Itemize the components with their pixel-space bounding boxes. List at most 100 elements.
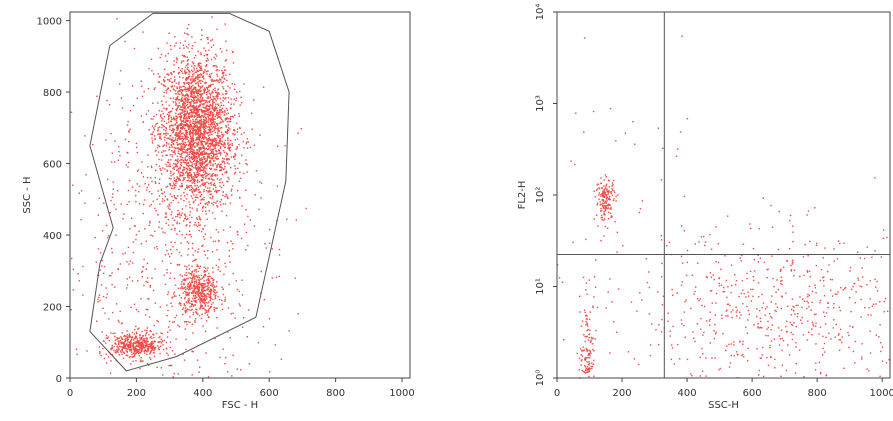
event-point [215,186,217,189]
event-point [196,142,198,144]
event-point [585,358,587,360]
event-point [194,111,196,114]
event-point [672,294,674,296]
event-point [168,320,171,323]
event-point [855,291,857,293]
event-point [183,200,185,202]
event-point [224,78,226,80]
event-point [585,324,587,326]
event-point [186,193,188,196]
event-point [699,356,701,358]
event-point [229,226,231,228]
event-point [836,258,839,260]
event-point [192,181,194,183]
event-point [192,260,194,262]
event-point [709,342,711,344]
event-point [177,209,179,212]
event-point [149,353,151,355]
event-point [191,100,194,102]
event-point [587,371,589,373]
event-point [757,327,759,329]
event-point [171,150,173,152]
event-point [208,177,210,180]
event-point [211,133,213,136]
event-point [210,168,212,170]
event-point [158,226,160,228]
event-point [174,241,176,244]
event-point [673,363,676,365]
event-point [585,289,587,291]
event-point [194,107,196,109]
event-point [204,112,207,114]
event-point [151,344,153,346]
event-point [883,311,886,313]
event-point [245,209,247,211]
event-point [116,338,118,341]
event-point [193,80,195,83]
event-point [200,52,202,54]
event-point [207,138,209,140]
event-point [183,133,186,136]
event-point [184,328,186,330]
event-point [146,189,148,191]
event-point [182,169,184,171]
event-point [154,347,157,349]
event-point [190,111,193,113]
event-point [196,225,199,228]
event-point [806,339,809,341]
event-point [148,190,151,193]
event-point [176,108,178,111]
event-point [194,121,196,124]
event-point [108,318,110,320]
event-point [191,192,194,194]
event-point [140,341,143,344]
event-point [588,367,591,369]
event-point [586,323,589,325]
event-point [177,195,179,197]
event-point [204,186,207,188]
event-point [186,117,188,119]
event-point [192,313,194,316]
event-point [226,195,228,197]
event-point [215,95,217,98]
event-point [173,80,176,82]
event-point [771,324,774,326]
event-point [200,90,202,92]
event-point [172,167,174,170]
event-point [200,274,203,277]
event-point [714,324,716,326]
event-point [200,137,203,140]
event-point [111,346,113,349]
event-point [790,270,792,272]
event-point [72,289,74,291]
event-point [164,283,167,286]
event-point [151,133,153,135]
event-point [194,318,197,320]
event-point [204,89,206,91]
event-point [111,161,113,163]
event-point [216,66,218,68]
event-point [240,133,243,135]
event-point [196,114,198,116]
event-point [597,225,599,227]
event-point [239,127,241,129]
event-point [148,316,151,318]
event-point [229,146,232,149]
event-point [181,149,183,151]
event-point [188,281,191,283]
event-point [216,96,218,98]
event-point [173,321,175,323]
event-point [201,100,203,102]
event-point [211,39,214,41]
event-point [189,161,192,163]
event-point [671,288,673,291]
event-point [204,182,206,184]
event-point [194,179,196,181]
event-point [607,291,609,293]
event-point [160,338,162,340]
event-point [197,171,199,173]
event-point [183,88,186,91]
event-point [224,171,226,174]
event-point [171,85,174,87]
event-point [227,97,230,99]
